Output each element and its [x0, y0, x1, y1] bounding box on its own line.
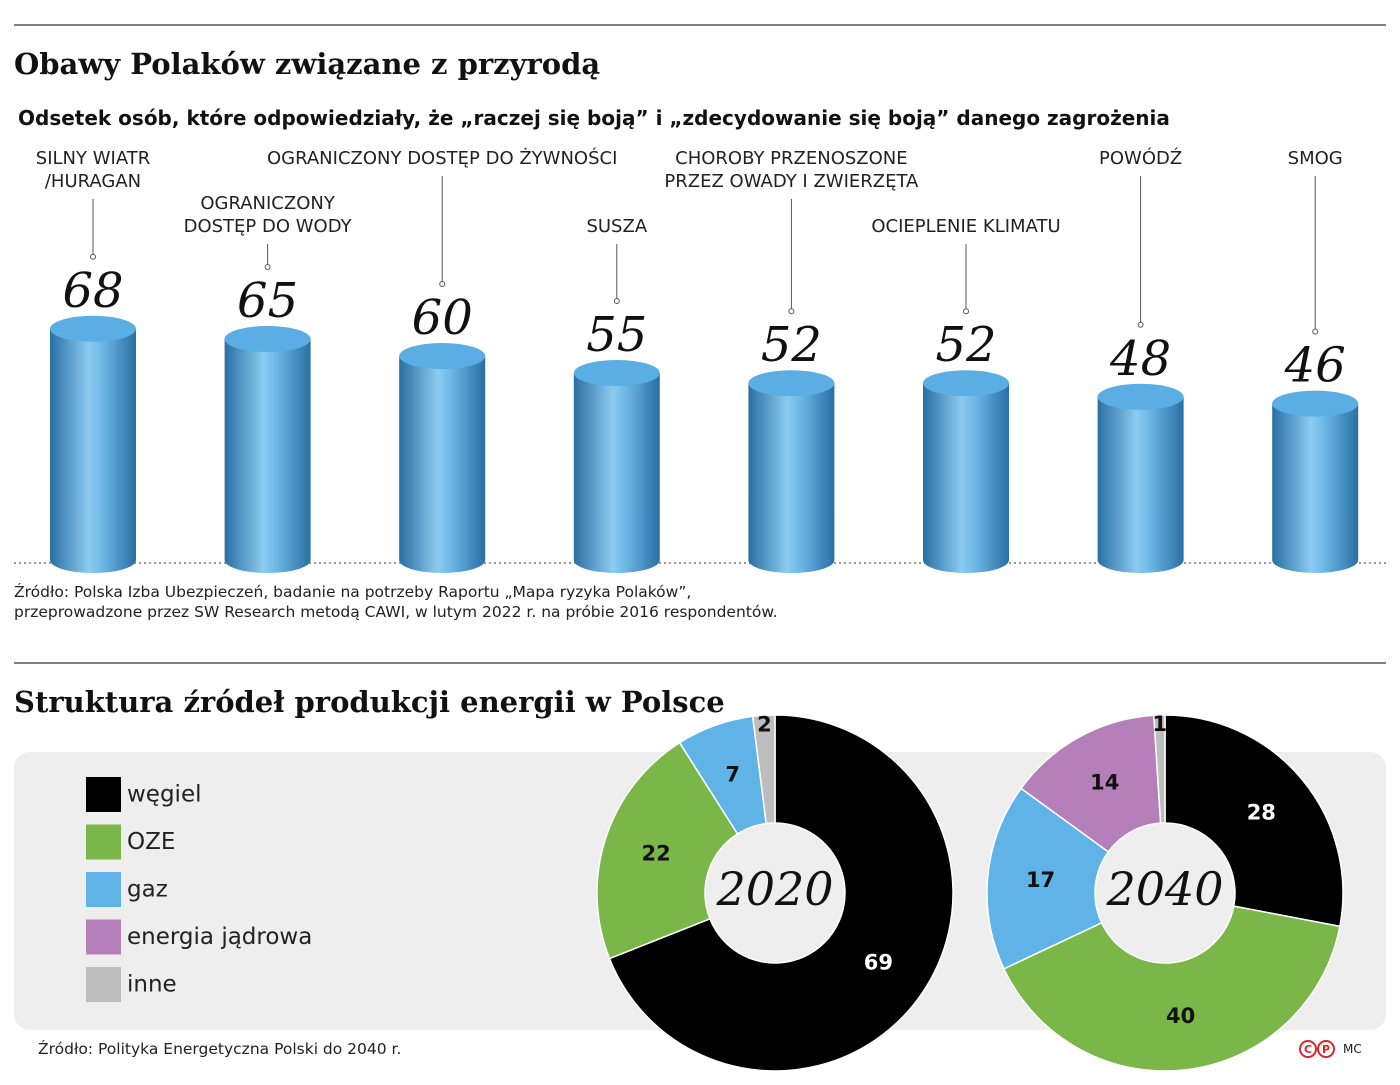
segment-label: 2	[757, 712, 772, 736]
donut-segment	[1153, 714, 1166, 824]
cylinder	[573, 360, 660, 573]
cylinder-body	[50, 328, 136, 573]
legend-label: węgiel	[127, 782, 202, 808]
donut-center-label: 2020	[715, 862, 833, 916]
category-label: SMOG	[1287, 148, 1343, 169]
category-label: SILNY WIATR /HURAGAN	[35, 148, 151, 192]
category-label: CHOROBY PRZENOSZONE PRZEZ OWADY I ZWIERZ…	[664, 148, 919, 192]
cylinder	[50, 315, 136, 573]
source: Źródło: Polityka Energetyczna Polski do …	[38, 1040, 402, 1058]
category-label: OGRANICZONY DOSTĘP DO WODY	[183, 193, 352, 237]
chart-title: Struktura źródeł produkcji energii w Pol…	[14, 685, 725, 719]
segment-label: 7	[725, 762, 740, 786]
legend-label: energia jądrowa	[127, 924, 312, 950]
cylinder-body	[923, 383, 1009, 573]
leader-dot	[1137, 321, 1144, 328]
segment-label: 28	[1247, 800, 1276, 824]
segment-label: 22	[642, 841, 671, 865]
leader-dot	[613, 298, 620, 304]
cylinder-body	[748, 383, 835, 573]
donut-center-label: 2040	[1105, 862, 1223, 916]
cylinder	[224, 326, 311, 573]
category-label: OGRANICZONY DOSTĘP DO ŻYWNOŚCI	[266, 148, 618, 169]
cylinder-top	[50, 315, 136, 342]
donut-segment	[1164, 714, 1344, 928]
logo-circle	[1317, 1040, 1335, 1058]
cylinder	[1097, 383, 1184, 573]
cylinder-body	[1097, 396, 1184, 573]
leader-dot	[439, 281, 446, 287]
leader-dot	[264, 264, 271, 270]
chart-title: Obawy Polaków związane z przyrodą	[14, 47, 600, 81]
value-label: 52	[935, 317, 996, 373]
cylinder-top	[399, 343, 486, 369]
donut-segment	[1019, 714, 1162, 853]
legend-swatch	[86, 872, 121, 907]
value-label: 65	[237, 273, 298, 329]
cylinder	[1272, 390, 1359, 573]
value-label: 60	[412, 290, 473, 346]
legend-swatch	[86, 777, 121, 812]
cylinder-top	[224, 326, 311, 352]
cylinder-body	[224, 339, 311, 573]
logo-letter: C	[1304, 1043, 1312, 1056]
leader-dot	[788, 308, 795, 315]
segment-label: 14	[1090, 770, 1119, 794]
value-label: 46	[1284, 338, 1346, 394]
cylinder-top	[748, 370, 835, 397]
donut-segment	[1002, 905, 1341, 1072]
legend-label: OZE	[127, 829, 175, 855]
cylinder-top	[923, 370, 1009, 397]
leader-dot	[1312, 328, 1319, 335]
segment-label: 1	[1152, 712, 1167, 736]
value-label: 48	[1109, 331, 1171, 387]
cylinder-top	[1097, 383, 1184, 410]
source: Źródło: Polska Izba Ubezpieczeń, badanie…	[14, 583, 778, 621]
value-label: 68	[62, 263, 123, 319]
donut-segment	[596, 741, 739, 960]
legend-swatch	[86, 919, 121, 955]
segment-label: 17	[1026, 868, 1055, 892]
legend-swatch	[86, 967, 121, 1002]
cylinder-top	[573, 360, 660, 386]
cylinder	[399, 343, 486, 573]
cylinder-body	[573, 373, 660, 573]
chart-subtitle: Odsetek osób, które odpowiedziały, że „r…	[18, 106, 1170, 130]
cylinder	[923, 370, 1009, 573]
legend-swatch	[86, 824, 121, 860]
cylinder	[748, 370, 835, 573]
cylinder-body	[399, 356, 486, 573]
logo-circle	[1299, 1040, 1317, 1058]
segment-label: 40	[1166, 1004, 1195, 1028]
leader-dot	[90, 253, 96, 260]
value-label: 52	[761, 317, 822, 373]
category-label: POWÓDŹ	[1099, 148, 1183, 169]
category-label: OCIEPLENIE KLIMATU	[871, 216, 1061, 237]
donut-segment	[751, 714, 776, 825]
cylinder-top	[1272, 390, 1359, 417]
donut-segment	[986, 787, 1110, 970]
credit: MC	[1343, 1042, 1362, 1056]
leader-dot	[963, 308, 969, 315]
category-label: SUSZA	[586, 216, 648, 237]
legend-label: gaz	[127, 877, 168, 903]
legend-label: inne	[127, 972, 177, 998]
logo-letter: P	[1322, 1043, 1330, 1056]
value-label: 55	[586, 307, 647, 363]
donut-segment	[608, 714, 954, 1072]
cylinder-body	[1272, 403, 1359, 573]
segment-label: 69	[864, 950, 893, 974]
